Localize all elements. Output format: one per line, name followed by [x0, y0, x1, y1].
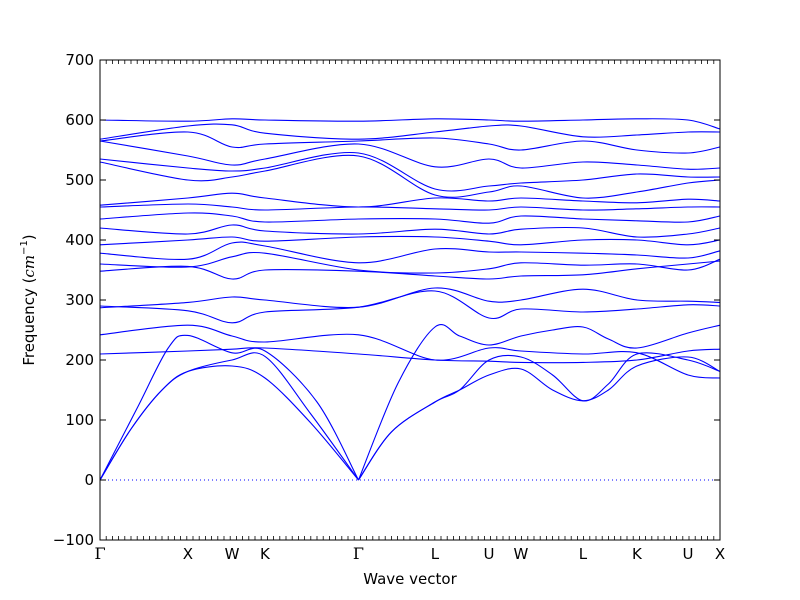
plot-frame [99, 59, 721, 541]
x-tick-label: K [632, 545, 643, 563]
y-tick-label: −100 [53, 531, 94, 549]
y-axis-label-text: Frequency ( [20, 278, 38, 366]
y-tick-label: 0 [84, 471, 94, 489]
band-line-9 [99, 287, 721, 309]
band-line-6 [357, 324, 721, 481]
band-lines [99, 118, 721, 481]
y-tick-label: 400 [65, 231, 94, 249]
y-axis-label-exponent: −1 [19, 240, 30, 255]
x-tick-label: X [183, 545, 193, 563]
band-line-3 [99, 334, 359, 481]
x-tick-label: W [225, 545, 240, 563]
band-line-18 [99, 192, 721, 208]
y-axis-label-unit: cm [20, 255, 38, 278]
x-tick-label: L [579, 545, 588, 563]
band-line-24 [99, 118, 721, 130]
band-line-7 [99, 347, 721, 364]
band-line-17 [99, 203, 721, 211]
band-line-13 [99, 241, 721, 264]
band-line-14 [99, 235, 721, 246]
x-tick-label: U [483, 545, 494, 563]
x-tick-label: W [514, 545, 529, 563]
band-line-21 [99, 140, 721, 170]
band-line-23 [99, 123, 721, 140]
y-tick-label: 100 [65, 411, 94, 429]
band-line-8 [99, 324, 721, 379]
x-tick-label: K [260, 545, 271, 563]
band-line-22 [99, 131, 721, 154]
x-tick-label: Γ [94, 544, 105, 563]
x-tick-label: L [431, 545, 440, 563]
band-line-10 [99, 290, 721, 324]
band-line-20 [99, 151, 721, 192]
band-line-2 [99, 365, 359, 481]
band-line-11 [99, 260, 721, 280]
x-tick-label: Γ [353, 544, 364, 563]
y-tick-label: 300 [65, 291, 94, 309]
y-tick-label: 700 [65, 51, 94, 69]
band-line-19 [99, 154, 721, 199]
x-tick-label: U [683, 545, 694, 563]
y-ticks: −100 0 100 200 300 400 500 600 700 [53, 51, 720, 549]
y-tick-label: 200 [65, 351, 94, 369]
y-axis-label-close: ) [20, 234, 38, 240]
band-line-12 [99, 251, 721, 274]
band-line-15 [99, 224, 721, 238]
band-line-16 [99, 212, 721, 224]
y-axis-label: Frequency (cm−1) [19, 234, 38, 365]
y-tick-label: 600 [65, 111, 94, 129]
x-tick-label: X [715, 545, 725, 563]
x-axis-label: Wave vector [363, 570, 457, 588]
y-tick-label: 500 [65, 171, 94, 189]
